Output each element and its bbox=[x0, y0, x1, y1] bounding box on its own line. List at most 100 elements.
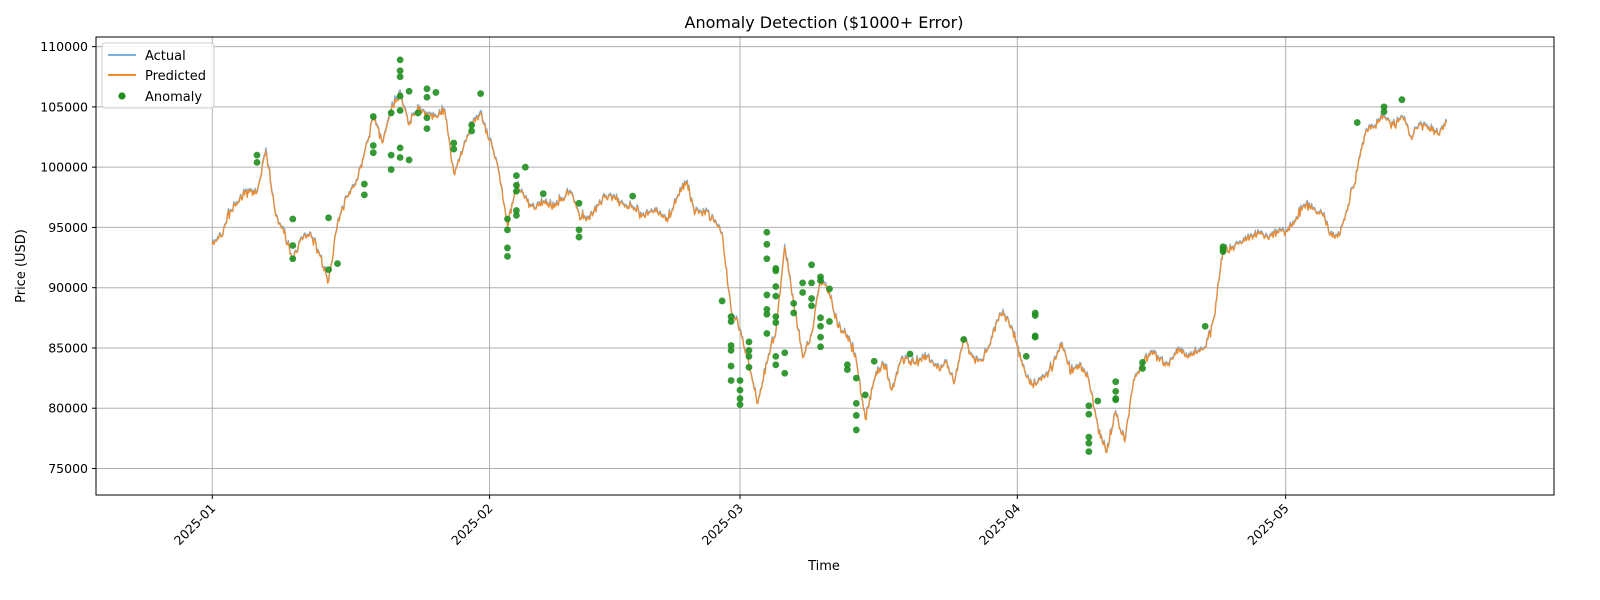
plot-frame bbox=[95, 36, 1555, 496]
anomaly-point bbox=[334, 260, 341, 267]
anomaly-point bbox=[852, 426, 860, 434]
y-tick-label: 105000 bbox=[40, 99, 88, 114]
series-line-actual bbox=[211, 89, 1448, 453]
anomaly-point bbox=[575, 233, 583, 241]
anomaly-point bbox=[817, 322, 824, 330]
anomaly-point bbox=[1139, 359, 1146, 366]
anomaly-point bbox=[1139, 365, 1146, 372]
anomaly-point bbox=[1094, 397, 1102, 405]
anomaly-point bbox=[396, 73, 404, 81]
anomaly-point bbox=[325, 266, 332, 274]
y-tick-label: 100000 bbox=[40, 160, 88, 175]
anomaly-point bbox=[1031, 333, 1039, 341]
anomaly-point bbox=[369, 113, 377, 120]
legend-actual-label: Actual bbox=[145, 49, 186, 64]
grid-lines bbox=[96, 37, 1554, 495]
anomaly-point bbox=[745, 363, 753, 371]
anomaly-point bbox=[736, 395, 744, 402]
anomaly-point bbox=[736, 386, 744, 394]
anomaly-point bbox=[423, 125, 431, 132]
anomaly-point bbox=[772, 292, 780, 300]
series-layer bbox=[211, 56, 1448, 456]
anomaly-point bbox=[808, 295, 815, 302]
anomaly-point bbox=[629, 192, 637, 200]
legend-predicted-label: Predicted bbox=[145, 69, 206, 84]
anomaly-point bbox=[539, 190, 547, 198]
anomaly-point bbox=[1085, 402, 1093, 410]
y-tick-label: 80000 bbox=[48, 401, 88, 416]
y-axis-ticks: 75000 80000 85000 90000 95000 100000 105000 110… bbox=[40, 39, 96, 476]
anomaly-point bbox=[387, 109, 395, 117]
anomaly-point bbox=[396, 56, 404, 64]
anomaly-point bbox=[861, 391, 869, 399]
anomaly-point bbox=[870, 357, 878, 365]
anomaly-point bbox=[477, 90, 485, 98]
legend: Actual Predicted Anomaly bbox=[101, 42, 215, 109]
anomaly-point bbox=[817, 333, 824, 341]
anomaly-point bbox=[808, 302, 815, 310]
anomaly-point bbox=[513, 207, 520, 214]
chart-title: Anomaly Detection ($1000+ Error) bbox=[685, 13, 964, 32]
anomaly-point bbox=[396, 92, 404, 100]
anomaly-point bbox=[360, 180, 368, 188]
anomaly-point bbox=[387, 166, 395, 173]
anomaly-point bbox=[1201, 322, 1209, 330]
anomaly-point bbox=[1112, 378, 1120, 386]
anomaly-point bbox=[772, 352, 780, 360]
anomaly-point bbox=[1085, 433, 1093, 441]
anomaly-point bbox=[763, 330, 771, 337]
anomaly-point bbox=[369, 149, 377, 157]
anomaly-point bbox=[808, 279, 815, 287]
anomaly-point bbox=[513, 211, 520, 219]
anomaly-point bbox=[808, 261, 815, 269]
anomaly-point bbox=[736, 401, 744, 409]
y-tick-label: 110000 bbox=[40, 39, 88, 54]
anomaly-point bbox=[826, 285, 833, 293]
legend-anomaly-swatch bbox=[118, 92, 126, 100]
anomaly-point bbox=[718, 297, 726, 305]
anomaly-point bbox=[1085, 439, 1093, 447]
anomaly-point bbox=[414, 109, 422, 117]
anomaly-point bbox=[772, 313, 780, 321]
anomaly-point bbox=[727, 318, 735, 325]
anomaly-point bbox=[763, 291, 771, 299]
x-axis-ticks: 2025-01 2025-02 2025-03 2025-04 2025-05 bbox=[171, 495, 1292, 548]
anomaly-point bbox=[745, 346, 753, 354]
anomaly-point bbox=[396, 67, 404, 75]
anomaly-point bbox=[799, 279, 807, 287]
anomaly-point bbox=[432, 89, 440, 96]
anomaly-point bbox=[852, 374, 860, 382]
anomaly-point bbox=[826, 318, 833, 325]
y-tick-label: 95000 bbox=[48, 220, 88, 235]
anomaly-point bbox=[575, 226, 583, 234]
anomaly-point bbox=[423, 93, 431, 101]
anomaly-point bbox=[1380, 108, 1388, 116]
anomaly-point bbox=[763, 255, 771, 263]
anomaly-point bbox=[763, 310, 771, 318]
anomaly-point bbox=[253, 158, 261, 166]
anomaly-point bbox=[817, 343, 824, 351]
x-axis-label: Time bbox=[807, 559, 840, 574]
series-line-predicted bbox=[211, 91, 1448, 454]
anomaly-point bbox=[468, 121, 476, 129]
anomaly-point bbox=[763, 305, 771, 313]
anomaly-point bbox=[727, 377, 735, 384]
anomaly-point bbox=[1112, 396, 1120, 404]
anomaly-point bbox=[1353, 119, 1361, 126]
anomaly-point bbox=[369, 142, 377, 149]
y-tick-label: 85000 bbox=[48, 340, 88, 355]
anomaly-point bbox=[772, 361, 780, 369]
x-tick-label: 2025-02 bbox=[448, 501, 496, 549]
anomaly-point bbox=[781, 349, 789, 357]
anomaly-point bbox=[504, 215, 511, 223]
anomaly-point bbox=[450, 145, 458, 153]
anomaly-point bbox=[405, 87, 413, 95]
anomaly-point bbox=[817, 277, 824, 284]
anomaly-point bbox=[360, 191, 368, 199]
anomaly-point bbox=[852, 412, 860, 419]
anomaly-point bbox=[423, 85, 431, 93]
anomaly-point bbox=[1112, 387, 1120, 395]
x-tick-label: 2025-01 bbox=[171, 501, 219, 549]
anomaly-point bbox=[799, 289, 807, 296]
